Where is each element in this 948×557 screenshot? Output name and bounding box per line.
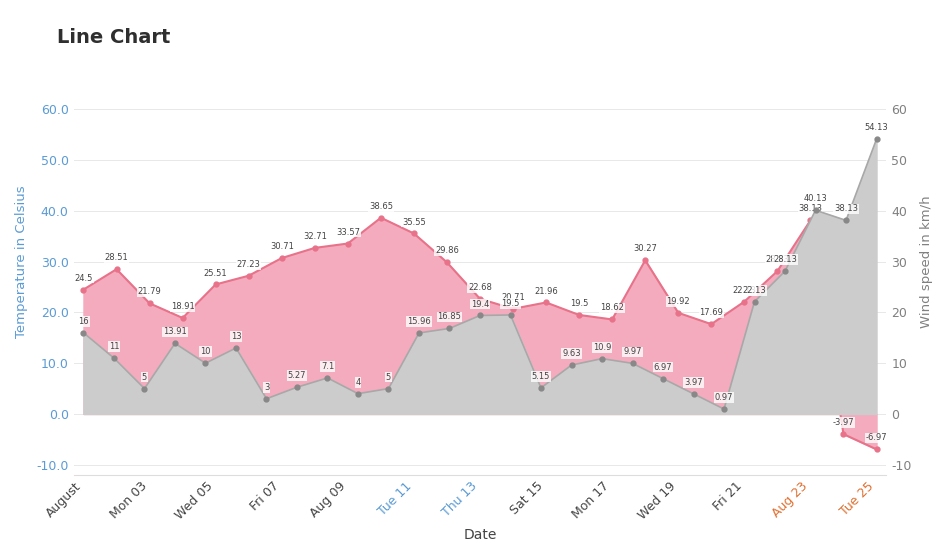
Text: 21.96: 21.96 — [535, 286, 558, 296]
Text: -3.97: -3.97 — [832, 418, 854, 427]
Text: 25.51: 25.51 — [204, 268, 228, 277]
Y-axis label: Wind speed in km/h: Wind speed in km/h — [920, 196, 933, 328]
Text: 3.97: 3.97 — [684, 378, 702, 387]
Text: 20.71: 20.71 — [501, 293, 525, 302]
Text: 38.13: 38.13 — [834, 204, 858, 213]
Text: 17.69: 17.69 — [700, 308, 723, 317]
Text: 30.71: 30.71 — [270, 242, 294, 251]
Text: 3: 3 — [264, 383, 269, 392]
Text: 30.27: 30.27 — [633, 245, 657, 253]
Text: 13: 13 — [230, 332, 242, 341]
Text: 27.23: 27.23 — [237, 260, 261, 269]
Text: 33.57: 33.57 — [336, 228, 360, 237]
Text: 22.13: 22.13 — [742, 286, 766, 295]
Text: 4: 4 — [356, 378, 360, 387]
Text: 28.13: 28.13 — [765, 255, 790, 264]
Text: 35.55: 35.55 — [402, 218, 426, 227]
Text: 38.65: 38.65 — [369, 202, 392, 211]
Text: 15.96: 15.96 — [407, 317, 431, 326]
Text: 22.68: 22.68 — [468, 283, 492, 292]
Text: 16.85: 16.85 — [438, 312, 462, 321]
Text: -6.97: -6.97 — [866, 433, 887, 442]
Text: 10: 10 — [200, 347, 210, 356]
Text: 24.5: 24.5 — [74, 273, 93, 282]
Text: 19.92: 19.92 — [666, 297, 690, 306]
Text: 21.79: 21.79 — [137, 287, 161, 296]
X-axis label: Date: Date — [464, 528, 497, 542]
Text: 28.51: 28.51 — [104, 253, 128, 262]
Text: 29.86: 29.86 — [435, 246, 459, 256]
Text: 7.1: 7.1 — [320, 362, 334, 371]
Text: 5.27: 5.27 — [288, 372, 306, 380]
Text: 18.91: 18.91 — [171, 302, 194, 311]
Text: 40.13: 40.13 — [804, 194, 828, 203]
Text: 6.97: 6.97 — [654, 363, 672, 372]
Text: 32.71: 32.71 — [302, 232, 327, 241]
Text: 28.13: 28.13 — [773, 255, 797, 264]
Text: 5: 5 — [386, 373, 392, 382]
Text: 19.4: 19.4 — [471, 300, 489, 309]
Text: 9.63: 9.63 — [562, 349, 581, 358]
Y-axis label: Temperature in Celsius: Temperature in Celsius — [15, 185, 28, 338]
Text: Line Chart: Line Chart — [57, 28, 171, 47]
Text: 5: 5 — [142, 373, 147, 382]
Text: 0.97: 0.97 — [715, 393, 733, 402]
Text: 19.5: 19.5 — [501, 299, 520, 308]
Text: 16: 16 — [78, 317, 89, 326]
Text: 38.13: 38.13 — [798, 204, 823, 213]
Text: 22.13: 22.13 — [733, 286, 757, 295]
Text: 19.5: 19.5 — [570, 299, 589, 308]
Text: 9.97: 9.97 — [623, 348, 642, 356]
Text: 11: 11 — [109, 342, 119, 351]
Text: 5.15: 5.15 — [532, 372, 550, 381]
Text: 54.13: 54.13 — [865, 123, 888, 132]
Text: 18.62: 18.62 — [600, 304, 624, 312]
Text: 10.9: 10.9 — [592, 343, 611, 351]
Text: 13.91: 13.91 — [163, 328, 187, 336]
